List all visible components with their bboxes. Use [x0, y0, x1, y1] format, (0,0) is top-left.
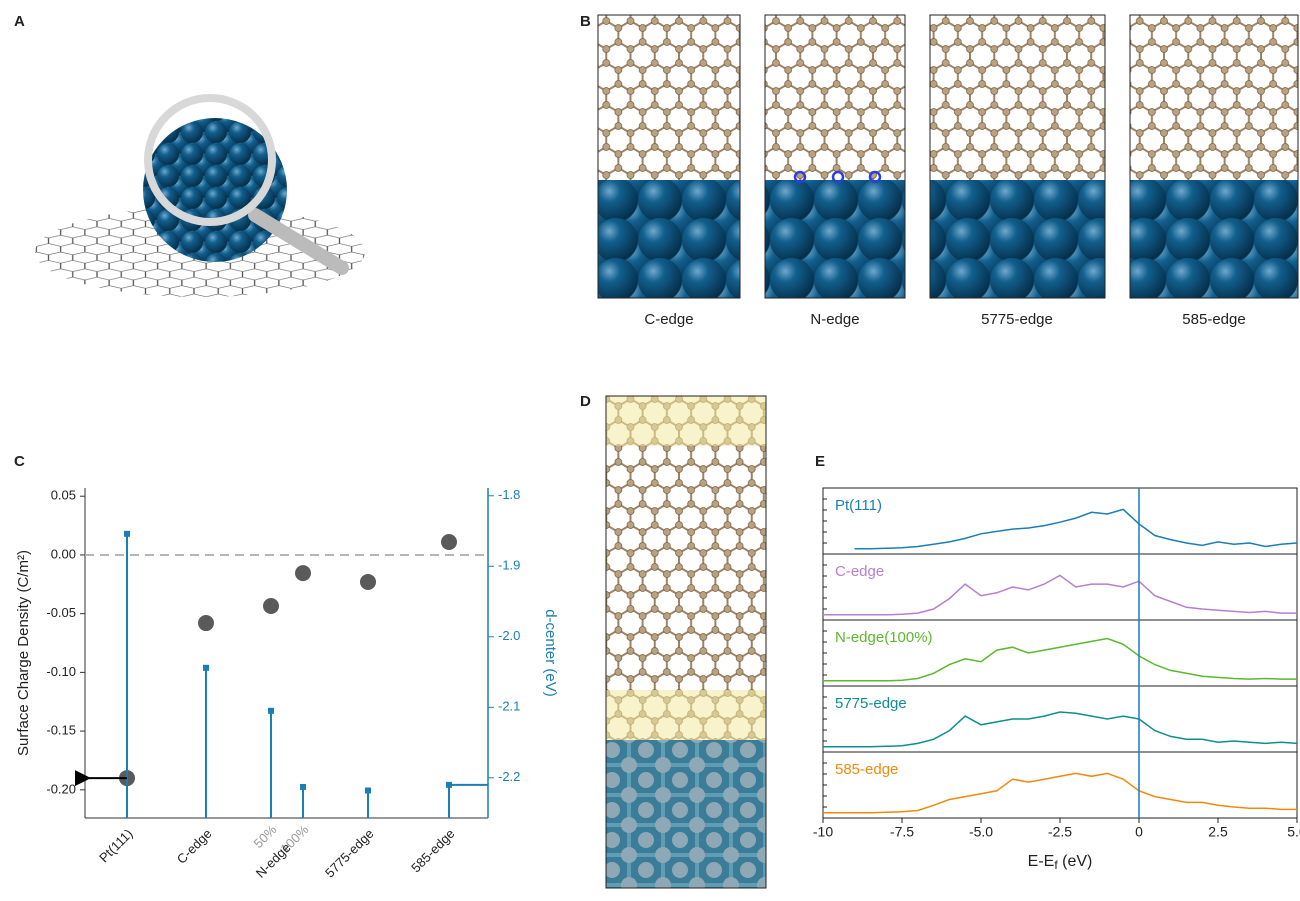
x-tick-label: 585-edge: [408, 826, 457, 875]
point: [295, 565, 311, 581]
x-tick-label: -7.5: [890, 824, 914, 840]
x-tick-label: -2.5: [1048, 824, 1072, 840]
panel-label: A: [14, 13, 25, 30]
series-label: Pt(111): [835, 497, 882, 514]
figure: A B C D E C-edge N-edge 5775-edge 585-ed…: [0, 0, 1300, 901]
series-label: 585-edge: [835, 761, 898, 778]
series-label: 5775-edge: [835, 695, 907, 712]
x-tick-label: 0: [1135, 824, 1143, 840]
dos-curve: [823, 773, 1297, 812]
x-axis-label-text: E-E: [1028, 853, 1055, 870]
y-tick-label: -0.20: [46, 781, 76, 796]
y-tick-label: 0.00: [51, 546, 76, 561]
y-tick-label: -0.15: [46, 723, 76, 738]
series-label: N-edge(100%): [835, 629, 933, 646]
x-axis-label-unit: (eV): [1058, 853, 1093, 870]
stem-marker: [203, 665, 209, 671]
x-tick-label: 5.0: [1287, 824, 1300, 840]
y2-tick-label: -1.9: [498, 558, 520, 573]
dos-curve: [823, 575, 1297, 614]
y2-tick-label: -2.2: [498, 769, 520, 784]
panel-frame: [823, 488, 1297, 554]
x-tick-label: -10: [813, 824, 833, 840]
dos-curve: [823, 712, 1297, 747]
panel-label: E: [815, 453, 825, 470]
structure-caption: N-edge: [810, 311, 859, 328]
y-tick-label: -0.05: [46, 605, 76, 620]
panel-label: B: [580, 13, 591, 30]
graphene-cluster-illustration: [35, 98, 365, 297]
dos-curve: [855, 509, 1297, 548]
stem-marker: [300, 784, 306, 790]
y2-axis-label: d-center (eV): [542, 609, 559, 697]
stem-marker: [268, 708, 274, 714]
series-label: C-edge: [835, 563, 884, 580]
y-tick-label: 0.05: [51, 488, 76, 503]
y2-tick-label: -2.1: [498, 699, 520, 714]
x-tick-label: Pt(111): [96, 826, 135, 865]
structure-caption: 585-edge: [1182, 311, 1245, 328]
point: [263, 598, 279, 614]
y-axis-label: Surface Charge Density (C/m²): [15, 550, 32, 756]
structure-caption: 5775-edge: [981, 311, 1053, 328]
point: [441, 534, 457, 550]
stem-marker: [124, 531, 130, 537]
x-tick-label: 5775-edge: [322, 826, 377, 881]
panel-label: D: [580, 393, 591, 410]
x-tick-label: -5.0: [969, 824, 993, 840]
point: [360, 574, 376, 590]
y2-tick-label: -1.8: [498, 487, 520, 502]
panel-label: C: [14, 453, 25, 470]
x-tick-label: C-edge: [174, 826, 215, 867]
point: [198, 615, 214, 631]
x-axis-label: E-Ef (eV): [1028, 853, 1093, 872]
stem-marker: [365, 788, 371, 794]
y-tick-label: -0.10: [46, 664, 76, 679]
structure-caption: C-edge: [644, 311, 693, 328]
y2-tick-label: -2.0: [498, 628, 520, 643]
x-tick-label: 2.5: [1208, 824, 1228, 840]
charge-density-structure: [606, 396, 766, 888]
edge-structures: [598, 15, 1298, 298]
